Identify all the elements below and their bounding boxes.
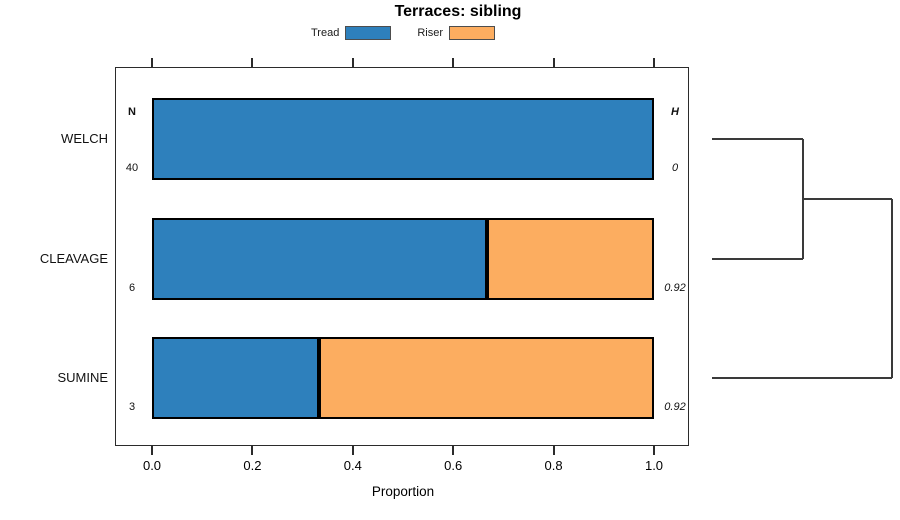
x-axis-tick-bottom [151,446,153,455]
x-axis-tick-top [351,58,354,67]
legend-label-riser: Riser [417,27,443,39]
x-axis-tick-top [452,58,455,67]
x-axis-tick-label: 0.2 [243,458,262,473]
dendrogram-branch-cleavage [712,258,803,260]
x-axis-label: Proportion [371,484,435,499]
n-value-cleavage: 6 [128,282,136,294]
h-value-welch: 0 [671,162,679,174]
h-column-header: H [671,106,679,118]
dendrogram-branch-welch [712,138,803,140]
x-axis-tick-bottom [552,446,555,455]
dendrogram-join-root [891,199,893,378]
dendrogram-branch-welch-cleavage [803,198,892,200]
x-axis-tick-top [151,58,153,67]
bar-segment-cleavage-tread [152,218,487,300]
h-value-cleavage: 0.92 [664,282,686,294]
x-axis-tick-label: 1.0 [644,458,664,473]
h-value-sumine: 0.92 [664,401,686,413]
category-label-cleavage: CLEAVAGE [39,251,108,266]
x-axis-tick-bottom [452,446,455,455]
riser-color-swatch [449,26,495,40]
legend-label-tread: Tread [311,27,340,39]
bar-segment-welch-tread [152,98,654,180]
n-column-header: N [128,106,136,118]
x-axis-tick-bottom [351,446,354,455]
dendrogram-join-welch-cleavage [802,139,804,259]
x-axis-tick-label: 0.0 [142,458,162,473]
category-label-sumine: SUMINE [57,370,108,385]
bar-segment-cleavage-riser [486,218,654,300]
x-axis-tick-bottom [251,446,254,455]
n-value-sumine: 3 [128,401,136,413]
category-label-welch: WELCH [61,131,108,146]
x-axis-tick-top [552,58,555,67]
legend-item-riser: Riser [417,26,495,40]
x-axis-tick-label: 0.4 [343,458,362,473]
n-value-welch: 40 [125,162,139,174]
x-axis-tick-bottom [653,446,655,455]
x-axis-tick-label: 0.8 [544,458,563,473]
legend: Tread Riser [311,26,495,40]
dendrogram-branch-sumine [712,377,892,379]
x-axis-tick-top [653,58,655,67]
x-axis-tick-label: 0.6 [444,458,463,473]
bar-segment-sumine-tread [152,337,320,419]
chart-title: Terraces: sibling [394,3,522,20]
x-axis-tick-top [251,58,254,67]
tread-color-swatch [345,26,392,40]
legend-item-tread: Tread [311,26,392,40]
bar-segment-sumine-riser [319,337,654,419]
